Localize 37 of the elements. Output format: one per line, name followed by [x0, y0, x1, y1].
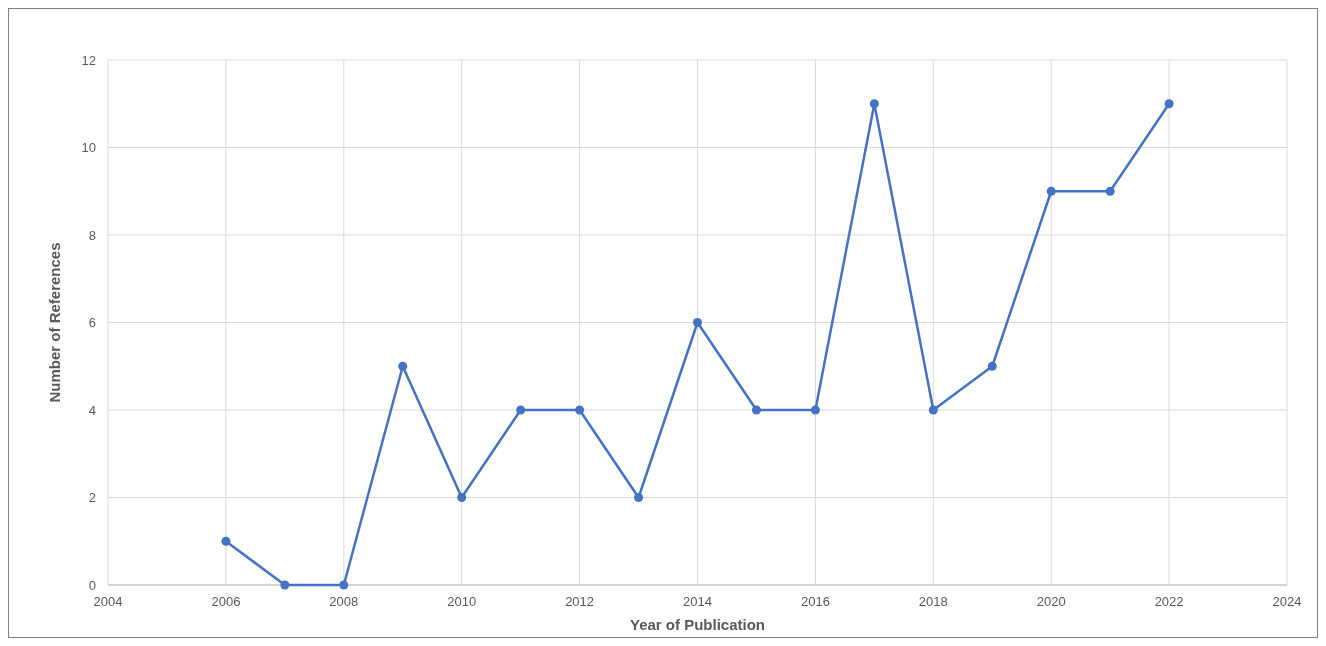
y-tick-label: 4 — [88, 402, 96, 418]
x-tick-label: 2014 — [683, 594, 712, 609]
y-tick-label: 2 — [88, 490, 96, 505]
y-tick-label: 10 — [81, 140, 96, 155]
point — [339, 580, 349, 590]
point — [457, 493, 467, 502]
x-tick-label: 2022 — [1154, 594, 1184, 609]
x-tick-label: 2024 — [1272, 594, 1302, 609]
x-tick-label: 2010 — [447, 594, 477, 609]
y-tick-label: 12 — [81, 52, 96, 68]
x-tick-label: 2020 — [1036, 594, 1066, 609]
point — [398, 361, 408, 371]
y-tick-label: 6 — [88, 315, 96, 330]
x-tick-label: 2004 — [93, 594, 123, 609]
point — [810, 405, 820, 415]
y-tick-label: 0 — [88, 577, 96, 593]
x-tick-label: 2016 — [800, 594, 830, 609]
x-axis-title: Year of Publication — [629, 616, 766, 633]
point — [751, 405, 761, 415]
point — [280, 580, 290, 590]
point — [869, 99, 879, 109]
x-tick-label: 2008 — [329, 594, 359, 609]
x-tick-label: 2018 — [918, 594, 948, 609]
point — [634, 493, 644, 502]
point — [987, 361, 997, 371]
point — [1105, 186, 1115, 196]
y-axis-title: Number of References — [46, 242, 63, 403]
x-tick-label: 2006 — [211, 594, 241, 609]
point — [221, 536, 231, 546]
point — [1046, 186, 1056, 196]
point — [575, 405, 585, 415]
y-tick-label: 8 — [88, 227, 96, 243]
point — [1164, 99, 1174, 109]
x-tick-label: 2012 — [565, 594, 595, 609]
point — [516, 405, 526, 415]
point — [928, 405, 938, 415]
point — [693, 318, 702, 327]
